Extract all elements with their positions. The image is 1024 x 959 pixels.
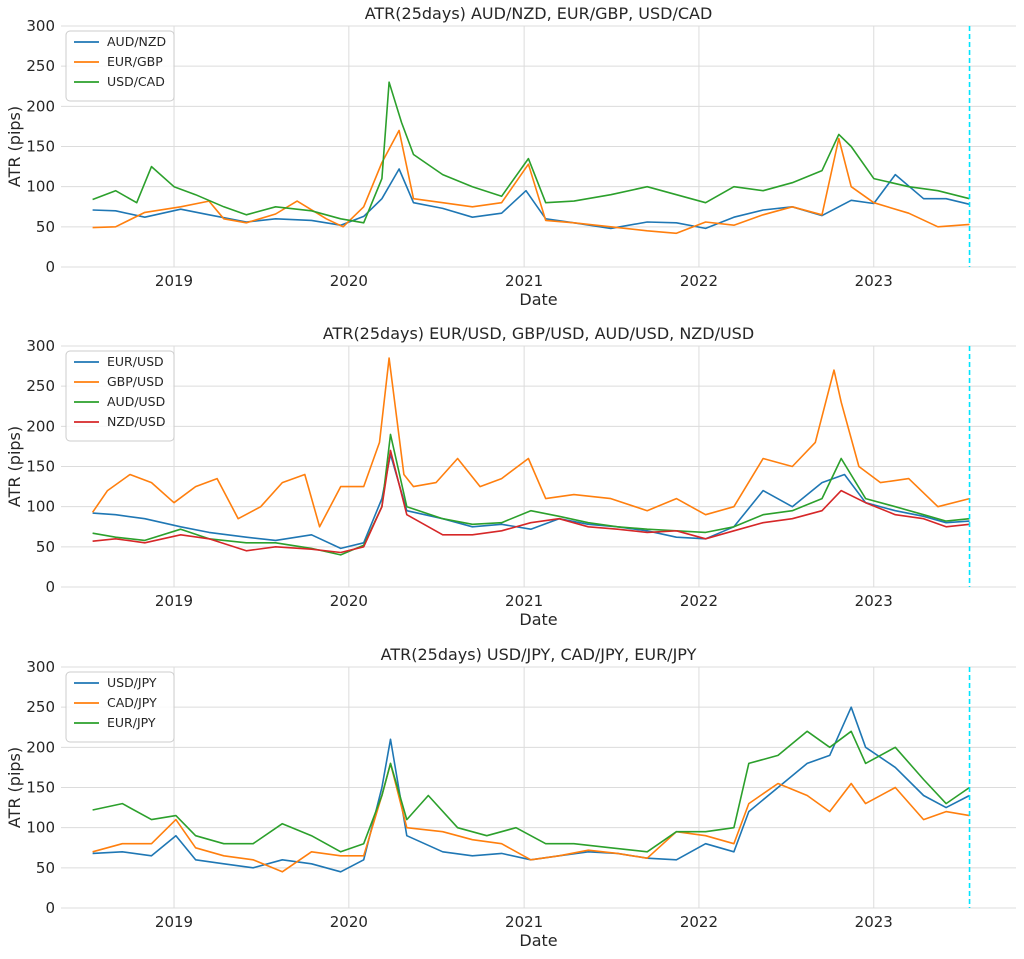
legend-label: USD/JPY bbox=[107, 675, 157, 690]
chart-1: 0 50 100 150 200 250 300 2019 2020 2021 2022 2023 AT… bbox=[5, 4, 1016, 309]
y-tick-label: 150 bbox=[26, 138, 55, 156]
y-tick-label: 200 bbox=[26, 97, 55, 115]
legend-label: EUR/GBP bbox=[107, 54, 163, 69]
y-axis-label: ATR (pips) bbox=[5, 747, 24, 828]
y-tick-label: 300 bbox=[26, 17, 55, 35]
y-tick-label: 50 bbox=[36, 538, 55, 556]
chart-title: ATR(25days) USD/JPY, CAD/JPY, EUR/JPY bbox=[381, 645, 697, 664]
x-axis-label: Date bbox=[519, 290, 557, 309]
legend-label: USD/CAD bbox=[107, 74, 165, 89]
x-tick-label: 2023 bbox=[855, 272, 893, 290]
legend-label: EUR/JPY bbox=[107, 715, 156, 730]
series-line-aud-nzd bbox=[92, 168, 970, 230]
legend-label: AUD/USD bbox=[107, 394, 165, 409]
y-tick-label: 250 bbox=[26, 377, 55, 395]
x-tick-label: 2022 bbox=[680, 272, 718, 290]
y-tick-label: 150 bbox=[26, 458, 55, 476]
y-axis-label: ATR (pips) bbox=[5, 426, 24, 507]
x-tick-label: 2019 bbox=[155, 592, 193, 610]
y-tick-label: 0 bbox=[45, 578, 55, 596]
y-tick-label: 100 bbox=[26, 498, 55, 516]
x-axis-label: Date bbox=[519, 931, 557, 950]
x-tick-label: 2021 bbox=[505, 592, 543, 610]
legend-label: CAD/JPY bbox=[107, 695, 157, 710]
y-tick-label: 0 bbox=[45, 258, 55, 276]
y-tick-label: 250 bbox=[26, 698, 55, 716]
series-line-eur-jpy bbox=[92, 730, 970, 853]
x-tick-label: 2022 bbox=[680, 592, 718, 610]
legend bbox=[65, 671, 175, 743]
y-tick-label: 200 bbox=[26, 738, 55, 756]
series-line-nzd-usd bbox=[92, 449, 970, 554]
series-line-eur-gbp bbox=[92, 129, 970, 235]
legend-label: AUD/NZD bbox=[107, 34, 166, 49]
y-tick-label: 50 bbox=[36, 859, 55, 877]
y-tick-label: 0 bbox=[45, 899, 55, 917]
x-tick-label: 2021 bbox=[505, 272, 543, 290]
chart-2: 0 50 100 150 200 250 300 2019 2020 2021 2022 2023 AT… bbox=[5, 324, 1016, 629]
y-tick-label: 100 bbox=[26, 819, 55, 837]
x-tick-label: 2022 bbox=[680, 913, 718, 931]
legend-label: EUR/USD bbox=[107, 354, 164, 369]
y-tick-label: 100 bbox=[26, 178, 55, 196]
x-tick-label: 2023 bbox=[855, 592, 893, 610]
y-tick-label: 300 bbox=[26, 337, 55, 355]
y-tick-label: 300 bbox=[26, 658, 55, 676]
x-axis-label: Date bbox=[519, 610, 557, 629]
x-tick-label: 2021 bbox=[505, 913, 543, 931]
chart-title: ATR(25days) AUD/NZD, EUR/GBP, USD/CAD bbox=[365, 4, 713, 23]
y-tick-label: 200 bbox=[26, 417, 55, 435]
x-tick-label: 2019 bbox=[155, 913, 193, 931]
legend bbox=[65, 350, 175, 442]
y-tick-label: 150 bbox=[26, 779, 55, 797]
series-line-eur-usd bbox=[92, 453, 970, 550]
x-tick-label: 2020 bbox=[330, 913, 368, 931]
y-axis-label: ATR (pips) bbox=[5, 106, 24, 187]
series-line-aud-usd bbox=[92, 433, 970, 556]
chart-3: 0 50 100 150 200 250 300 2019 2020 2021 2022 2023 AT… bbox=[5, 645, 1016, 950]
legend-label: GBP/USD bbox=[107, 374, 164, 389]
y-tick-label: 50 bbox=[36, 218, 55, 236]
series-line-usd-cad bbox=[92, 81, 970, 224]
x-tick-label: 2020 bbox=[330, 272, 368, 290]
x-tick-label: 2019 bbox=[155, 272, 193, 290]
series-line-cad-jpy bbox=[92, 762, 970, 873]
legend-label: NZD/USD bbox=[107, 414, 165, 429]
legend bbox=[65, 30, 175, 102]
x-tick-label: 2020 bbox=[330, 592, 368, 610]
x-tick-label: 2023 bbox=[855, 913, 893, 931]
y-tick-label: 250 bbox=[26, 57, 55, 75]
series-line-gbp-usd bbox=[91, 357, 970, 528]
chart-title: ATR(25days) EUR/USD, GBP/USD, AUD/USD, N… bbox=[323, 324, 754, 343]
